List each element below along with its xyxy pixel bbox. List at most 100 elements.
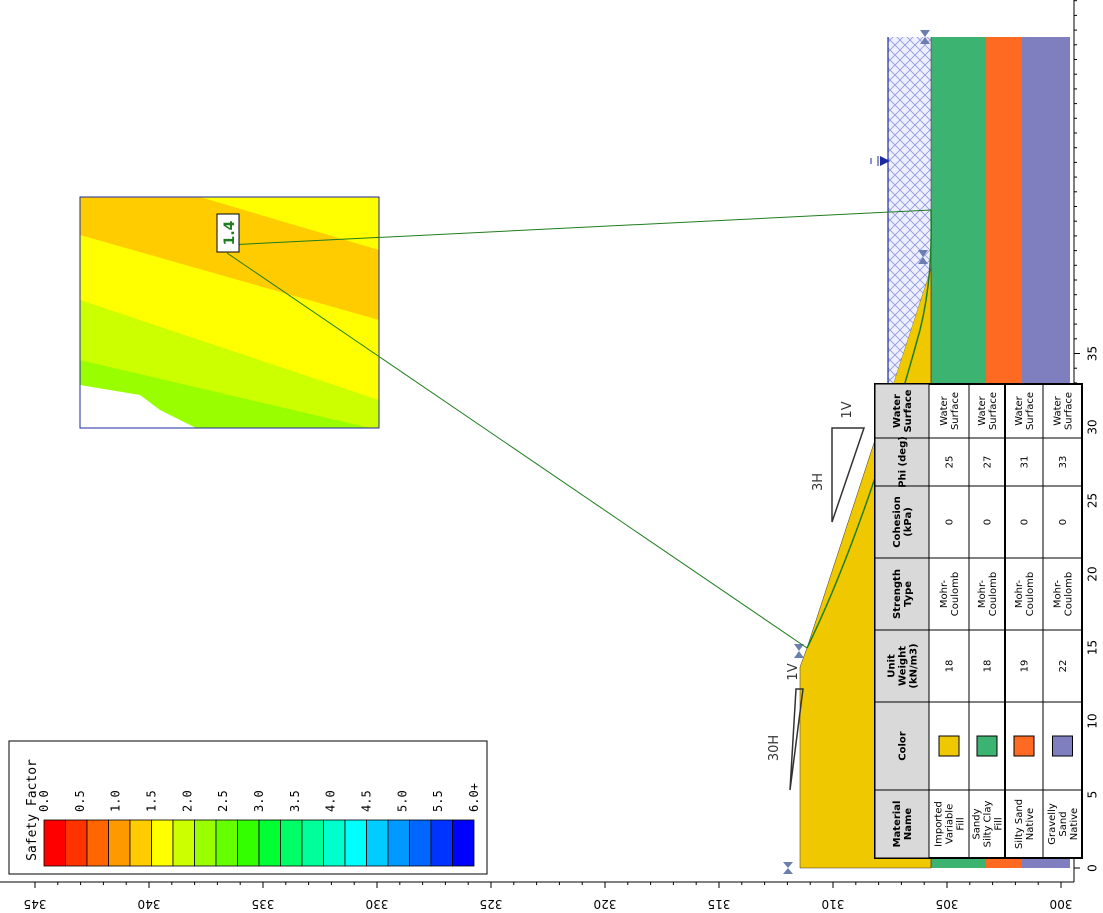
table-cell: Coulomb	[988, 572, 999, 616]
table-cell: Mohr-	[1014, 580, 1025, 609]
table-cell: Strength	[892, 569, 903, 619]
table-cell: 18	[982, 660, 993, 673]
table-cell: 22	[1058, 660, 1069, 673]
fs-label-box	[216, 213, 240, 253]
legend-swatch	[387, 819, 410, 867]
table-cell: (kPa)	[903, 507, 914, 537]
table-cell: Imported	[933, 801, 944, 847]
material-color-swatch	[938, 735, 960, 757]
table-cell: 18	[944, 660, 955, 673]
fs-value: 1.4	[222, 220, 238, 245]
table-cell: 33	[1058, 456, 1069, 469]
legend-label: 2.5	[216, 790, 230, 812]
table-cell: 31	[1019, 456, 1030, 469]
material-color-swatch	[976, 735, 998, 757]
table-cell: Phi (deg)	[897, 436, 908, 488]
legend-swatch	[323, 819, 346, 867]
table-cell: Water	[1014, 395, 1025, 425]
table-cell: Water	[939, 395, 950, 425]
table-cell: Fill	[993, 817, 1004, 830]
legend-swatch	[430, 819, 453, 867]
legend-swatch	[280, 819, 303, 867]
table-cell: Gravelly	[1047, 803, 1058, 845]
table-cell: Surface	[950, 392, 961, 430]
table-cell: Silty Sand	[1014, 799, 1025, 849]
legend-swatch	[301, 819, 324, 867]
legend-swatch	[108, 819, 131, 867]
distance-tick-label: 30	[1086, 419, 1100, 434]
table-cell: Water	[892, 394, 903, 428]
legend-label: 3.5	[288, 790, 302, 812]
table-cell: 0	[1019, 519, 1030, 525]
table-cell: Weight	[897, 646, 908, 686]
legend-label: 5.0	[395, 790, 409, 812]
table-cell: Coulomb	[1025, 572, 1036, 616]
distance-tick-label: 10	[1086, 713, 1100, 728]
legend-label: 4.0	[324, 790, 338, 812]
table-cell: Mohr-	[939, 580, 950, 609]
table-cell: Name	[903, 808, 914, 841]
legend-label: 1.0	[109, 790, 123, 812]
table-cell: Silty Clay	[982, 801, 993, 848]
legend-swatch	[215, 819, 238, 867]
legend-label: 2.0	[180, 790, 194, 812]
elevation-axis: 345 340 335 330 325 320 315 310 305 300	[0, 881, 1074, 911]
legend-swatch	[452, 819, 475, 867]
distance-tick-label: 25	[1086, 493, 1100, 508]
water-hatch-zone	[888, 37, 931, 400]
table-cell: Surface	[903, 389, 914, 432]
slope-ratio-upper: 1V 30H	[767, 663, 804, 791]
table-cell: Unit	[886, 654, 897, 678]
safety-factor-legend: Safety Factor 0.0 0.5 1.0 1.5 2.0 2.5 3.0 3.5 4.…	[8, 740, 488, 875]
elevation-tick-label: 335	[252, 897, 275, 911]
elevation-tick-label: 320	[594, 897, 617, 911]
svg-text:3H: 3H	[811, 473, 826, 491]
legend-swatch	[409, 819, 432, 867]
legend-swatch	[151, 819, 174, 867]
table-cell: Cohesion	[892, 496, 903, 547]
elevation-tick-label: 330	[366, 897, 389, 911]
legend-swatch	[344, 819, 367, 867]
distance-tick-label: 0	[1086, 864, 1100, 872]
table-cell: (kN/m3)	[908, 643, 919, 688]
table-cell: Native	[1025, 808, 1036, 840]
table-cell: 0	[982, 519, 993, 525]
table-cell: Color	[897, 731, 908, 761]
table-cell: Coulomb	[1063, 572, 1074, 616]
distance-tick-label: 35	[1086, 346, 1100, 361]
legend-swatch	[129, 819, 152, 867]
legend-swatch	[258, 819, 281, 867]
table-cell: Coulomb	[950, 572, 961, 616]
elevation-tick-label: 315	[708, 897, 731, 911]
elevation-tick-label: 300	[1050, 897, 1073, 911]
legend-swatch	[237, 819, 260, 867]
table-cell: Surface	[1025, 392, 1036, 430]
safety-factor-inset: 1.4	[79, 196, 932, 649]
boundary-markers	[783, 30, 930, 874]
elevation-tick-label: 340	[138, 897, 161, 911]
legend-label: 3.0	[252, 790, 266, 812]
elevation-tick-label: 325	[480, 897, 503, 911]
table-cell: Sandy	[971, 808, 982, 839]
table-cell: Type	[903, 581, 914, 607]
table-cell: Sand	[1058, 811, 1069, 836]
legend-label: 0.5	[73, 790, 87, 812]
distance-tick-label: 20	[1086, 566, 1100, 581]
slope-ratio-lower: 1V 3H	[811, 401, 866, 523]
legend-swatch	[86, 819, 109, 867]
legend-swatch	[366, 819, 389, 867]
table-cell: Water	[977, 395, 988, 425]
legend-label: 0.0	[37, 790, 51, 812]
legend-label: 6.0+	[467, 783, 481, 812]
svg-text:1V: 1V	[840, 401, 855, 418]
legend-swatch	[43, 819, 66, 867]
elevation-tick-label: 345	[24, 897, 47, 911]
water-table-marker	[870, 156, 890, 166]
table-cell: 25	[944, 456, 955, 469]
legend-swatch	[172, 819, 195, 867]
svg-text:Safety Factor: Safety Factor	[25, 759, 40, 861]
elevation-tick-label: 310	[822, 897, 845, 911]
table-cell: Surface	[1063, 392, 1074, 430]
table-cell: 0	[1058, 519, 1069, 525]
critical-slip-surface	[806, 209, 932, 649]
